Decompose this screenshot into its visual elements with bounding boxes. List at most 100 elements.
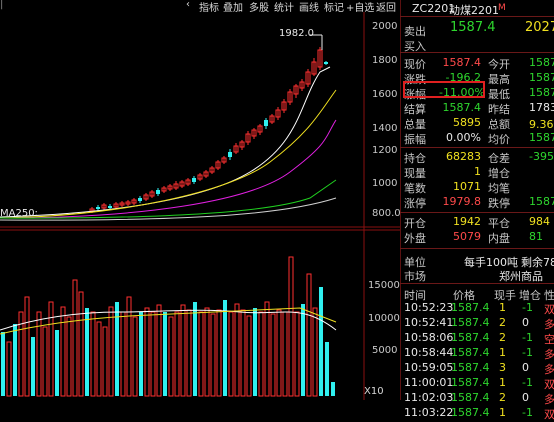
candle-body [233, 145, 239, 153]
volume-bar [36, 311, 42, 397]
toolbar-overlay-button[interactable]: 叠加 [223, 3, 243, 14]
volume-bar [85, 308, 89, 396]
panel-divider [400, 52, 554, 53]
volume-bar [108, 306, 114, 397]
volume-bar [325, 342, 329, 396]
quote-label: 均笔 [488, 182, 510, 195]
tick-nature: 空 [544, 333, 554, 346]
ma-line [0, 89, 337, 219]
tick-change: -1 [522, 346, 533, 359]
candle-body [311, 61, 317, 75]
candle-body [215, 161, 221, 169]
candle-body [299, 81, 305, 89]
volume-bar [18, 311, 24, 397]
tick-time: 10:52:23 [404, 301, 454, 314]
quote-value: 1783 [529, 101, 554, 114]
price-tick: 1200 [372, 145, 398, 156]
volume-bar [42, 326, 48, 397]
panel-divider [400, 212, 554, 213]
volume-bar [150, 311, 156, 397]
candle-body [101, 204, 107, 209]
panel-divider [400, 248, 554, 249]
tick-price: 1587.4 [451, 316, 490, 329]
volume-bar [312, 307, 318, 397]
peak-arrow [310, 34, 323, 50]
volume-bar [240, 309, 246, 397]
candle-body [287, 91, 293, 103]
toolbar-stats-button[interactable]: 统计 [274, 3, 294, 14]
tick-price: 1587.4 [451, 376, 490, 389]
quote-label: 振幅 [404, 133, 426, 146]
volume-bar [156, 304, 162, 397]
candle-body [108, 206, 112, 208]
volume-tick: 10000 [368, 313, 400, 324]
ma-line [0, 119, 337, 219]
tick-price: 1587.4 [451, 361, 490, 374]
peak-price-label: 1982.0 [279, 28, 314, 39]
candle-body [179, 181, 185, 187]
tick-nature: 多 [544, 393, 554, 406]
market-label: 市场 [404, 270, 426, 283]
price-tick: 800.0 [372, 208, 401, 219]
quote-value: 1587.4 [442, 56, 482, 69]
volume-bar [31, 337, 35, 396]
tick-qty: 2 [499, 391, 506, 404]
quote-label: 昨结 [488, 103, 510, 116]
ticks-header-time: 时间 [404, 289, 426, 302]
candle-body [138, 198, 142, 201]
volume-bar [223, 300, 227, 396]
ma-line [0, 197, 337, 221]
toolbar-more-button[interactable]: ‹ [186, 0, 190, 10]
toolbar-indicator-button[interactable]: 指标 [199, 3, 219, 14]
tick-nature: 双 [544, 408, 554, 421]
volume-bar [132, 316, 138, 397]
quote-label: 增仓 [488, 167, 510, 180]
tick-change: -1 [522, 331, 533, 344]
tick-price: 1587.4 [451, 301, 490, 314]
toolbar-mark-button[interactable]: 标记 [324, 3, 344, 14]
candle-body [317, 49, 323, 68]
ma-line [0, 66, 331, 218]
quote-label: 最高 [488, 73, 510, 86]
kline-chart-svg [0, 12, 400, 400]
quote-label: 最低 [488, 88, 510, 101]
volume-bar [96, 321, 102, 397]
quote-label: 平仓 [488, 217, 510, 230]
price-tick: 1000 [372, 178, 398, 189]
candle-body [167, 185, 173, 190]
volume-bar [301, 304, 305, 396]
volume-bar [246, 315, 252, 397]
tick-price: 1587.4 [451, 391, 490, 404]
tick-qty: 1 [499, 406, 506, 419]
toolbar-multi-stock-button[interactable]: 多股 [249, 3, 269, 14]
toolbar-draw-button[interactable]: 画线 [299, 3, 319, 14]
candle-body [173, 183, 179, 189]
sell-price: 1587.4 [450, 20, 496, 35]
remain-days: 剩余78天 [521, 256, 554, 269]
tick-change: 0 [522, 391, 529, 404]
quote-value: 5079 [453, 230, 481, 243]
candle-body [257, 125, 263, 133]
candle-body [156, 190, 160, 194]
toolbar-back-button[interactable]: 返回 [376, 3, 396, 14]
tick-nature: 双 [544, 378, 554, 391]
kline-chart[interactable]: 2000 1800 1600 1400 1200 1000 800.0 1500… [0, 12, 401, 400]
sell-label: 卖出 [404, 25, 426, 38]
toolbar-add-watchlist-button[interactable]: +自选 [346, 3, 375, 14]
volume-bar [174, 311, 180, 397]
candle-body [275, 109, 281, 118]
quote-value: 1071 [453, 180, 481, 193]
volume-bar [6, 341, 12, 397]
unit-value: 每手100吨 [464, 256, 518, 269]
ma-line [0, 179, 337, 219]
tick-qty: 1 [499, 376, 506, 389]
quote-value: -11.00% [439, 86, 485, 99]
candle-body [143, 194, 149, 200]
volume-bar [168, 316, 174, 397]
quote-label: 跌停 [488, 197, 510, 210]
quote-label: 持仓 [404, 152, 426, 165]
candle-body [96, 207, 100, 209]
quote-value: 1979.8 [442, 195, 482, 208]
chart-toolbar: | ‹ 指标 叠加 多股 统计 画线 标记 +自选 返回 [0, 0, 400, 14]
ma-label: MA250: [0, 208, 38, 219]
